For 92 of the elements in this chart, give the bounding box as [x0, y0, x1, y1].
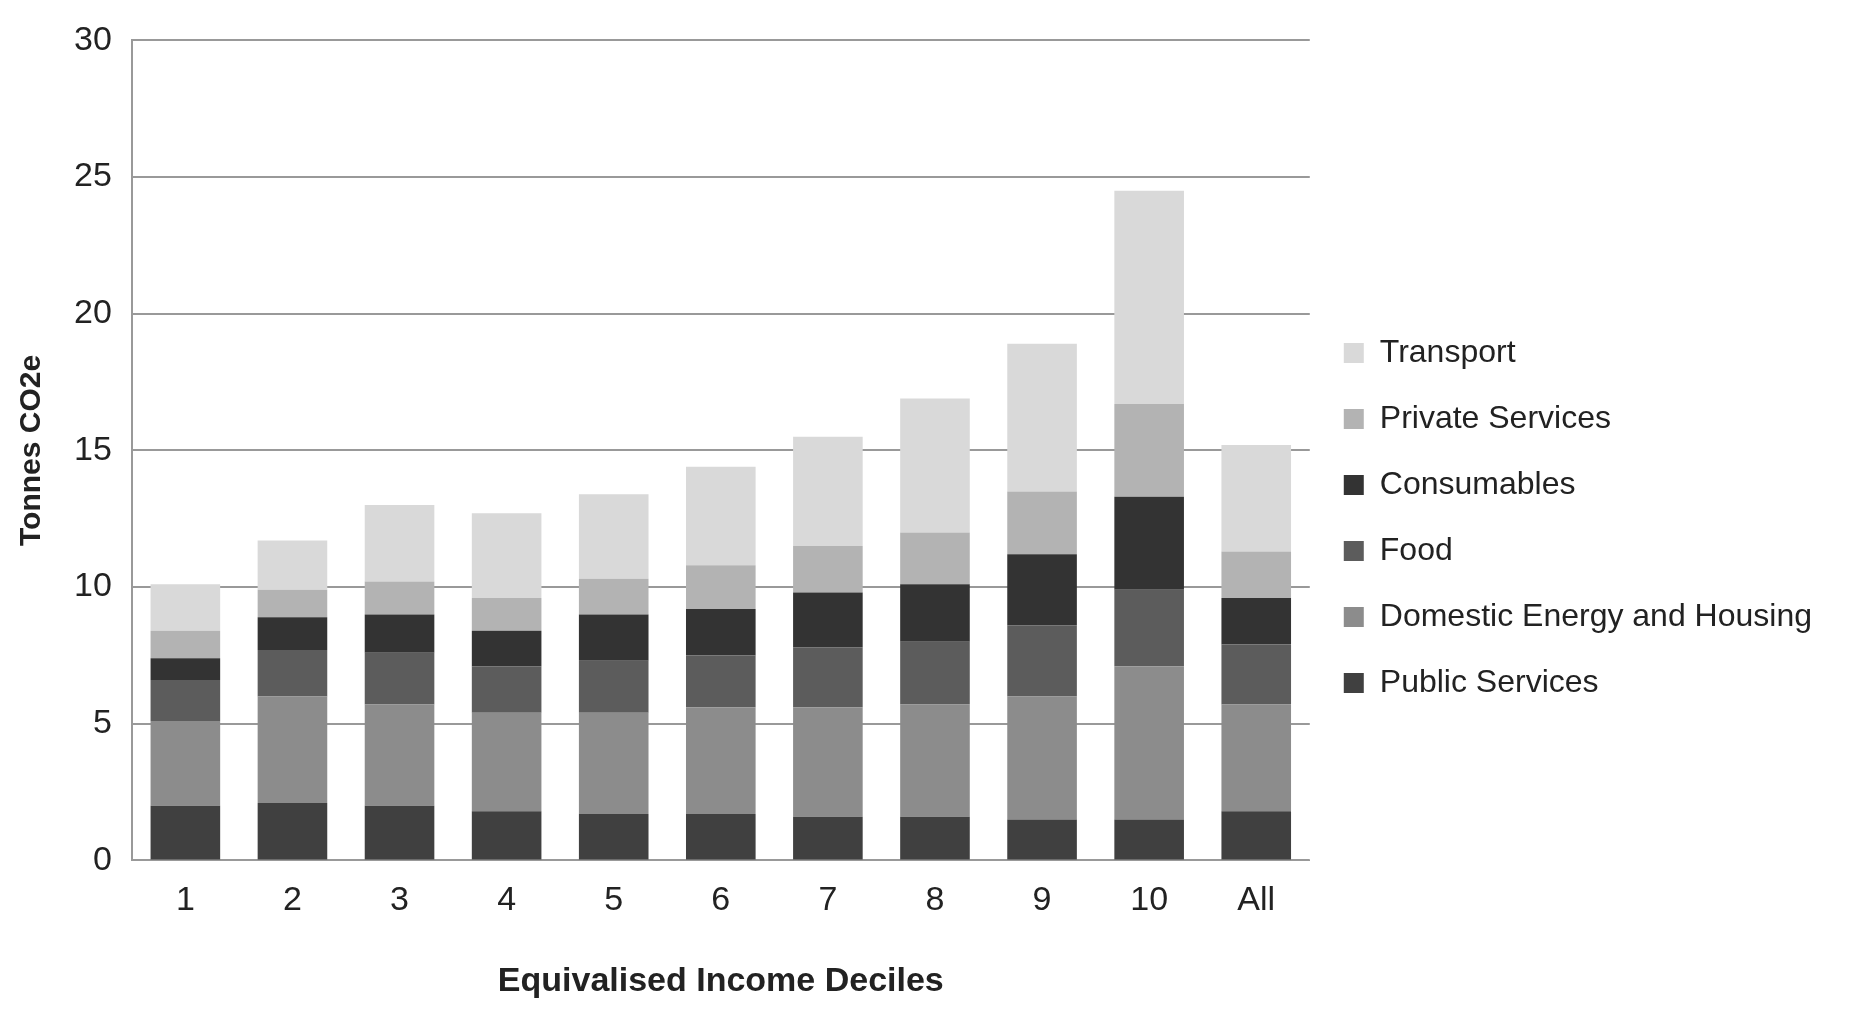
bar: [1114, 589, 1184, 667]
bar: [364, 614, 435, 653]
bar: [1007, 343, 1077, 492]
bar: [257, 696, 328, 803]
y-axis-title: Tonnes CO2e: [13, 354, 47, 546]
bar: [900, 641, 970, 705]
y-tick-label: 25: [73, 155, 112, 194]
bar: [1007, 696, 1077, 820]
bar: [900, 816, 970, 860]
bar: [1221, 644, 1292, 705]
legend-label: Food: [1379, 530, 1453, 567]
bar: [471, 666, 542, 713]
bar: [364, 581, 435, 615]
bar: [150, 721, 221, 806]
y-tick-label: 5: [92, 702, 112, 741]
bar: [686, 655, 756, 708]
bar: [150, 584, 221, 631]
legend-label: Transport: [1379, 332, 1516, 369]
bar: [793, 647, 863, 708]
bar: [1221, 811, 1292, 860]
bar: [1114, 666, 1184, 820]
bar: [150, 658, 221, 680]
bar: [364, 505, 435, 582]
bar: [471, 598, 542, 631]
bar: [793, 546, 863, 593]
x-tick-label: 8: [925, 879, 945, 918]
bar: [578, 494, 649, 579]
bar: [686, 707, 756, 814]
bar: [793, 592, 863, 648]
bar: [578, 660, 649, 713]
x-tick-label: 3: [390, 879, 409, 918]
bar: [900, 398, 970, 533]
bar: [686, 466, 756, 566]
bar: [257, 617, 328, 650]
x-axis-title: Equivalised Income Deciles: [497, 959, 944, 998]
x-tick-label: 7: [818, 879, 838, 918]
bar: [364, 704, 435, 806]
bar: [900, 584, 970, 642]
bar: [1221, 704, 1292, 812]
bar: [793, 707, 863, 817]
y-tick-label: 0: [92, 838, 112, 877]
x-tick-label: 9: [1032, 879, 1052, 918]
bar: [900, 532, 970, 585]
bar: [1221, 444, 1292, 552]
y-tick-label: 30: [73, 18, 112, 57]
bar: [578, 614, 649, 661]
y-tick-label: 10: [73, 565, 112, 604]
x-tick-label: 1: [175, 879, 195, 918]
bar: [471, 513, 542, 598]
bar: [578, 578, 649, 615]
bar: [793, 436, 863, 547]
x-tick-label: 10: [1130, 879, 1169, 918]
bar: [900, 704, 970, 817]
legend-label: Private Services: [1379, 398, 1611, 435]
bar: [364, 805, 435, 860]
bar: [257, 589, 328, 618]
bar: [578, 813, 649, 860]
x-tick-label: All: [1237, 879, 1276, 918]
bar: [1007, 554, 1077, 626]
x-tick-label: 4: [497, 879, 517, 918]
bar: [793, 816, 863, 860]
bar: [150, 680, 221, 721]
bar: [1221, 598, 1292, 645]
bar: [686, 565, 756, 609]
bar: [257, 803, 328, 860]
y-tick-label: 15: [73, 428, 112, 467]
bar: [1114, 819, 1184, 860]
bar: [150, 805, 221, 860]
legend-label: Public Services: [1379, 662, 1599, 699]
bar: [257, 649, 328, 697]
x-tick-label: 6: [711, 879, 731, 918]
bar: [1007, 819, 1077, 860]
x-tick-label: 2: [282, 879, 302, 918]
legend-label: Domestic Energy and Housing: [1379, 596, 1812, 633]
bar: [1007, 491, 1077, 555]
x-tick-label: 5: [604, 879, 624, 918]
bar: [471, 630, 542, 667]
bar: [364, 652, 435, 705]
legend-label: Consumables: [1379, 464, 1576, 501]
bar: [1221, 551, 1292, 598]
bar: [1114, 496, 1184, 590]
bar: [686, 608, 756, 656]
bar: [471, 712, 542, 812]
bar: [150, 630, 221, 659]
bar: [1114, 190, 1184, 404]
bar: [686, 813, 756, 860]
y-tick-label: 20: [73, 292, 112, 331]
bar: [578, 712, 649, 814]
bar: [1007, 625, 1077, 697]
bar: [257, 540, 328, 590]
bar: [1114, 403, 1184, 497]
bar: [471, 811, 542, 860]
